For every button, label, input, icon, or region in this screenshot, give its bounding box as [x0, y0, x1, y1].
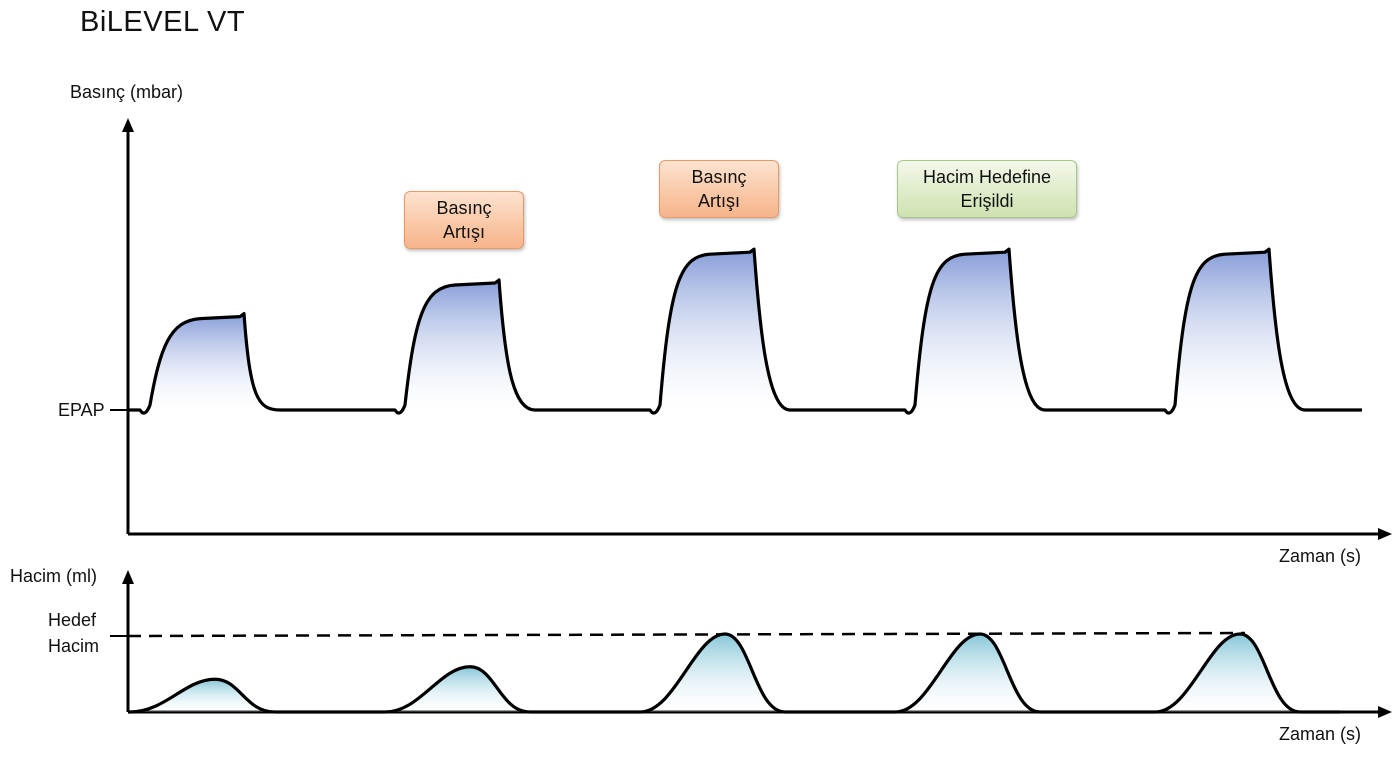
pressure-y-label: Basınç (mbar) — [70, 82, 184, 102]
volume-target-reached-box: Hacim Hedefine Erişildi — [897, 160, 1077, 218]
box-3-line-1: Hacim Hedefine — [922, 167, 1052, 187]
pressure-waveform — [128, 247, 1362, 415]
box-2-line-2: Artışı — [697, 191, 740, 211]
box-1-line-1: Basınç — [436, 198, 492, 218]
target-volume-line — [127, 631, 1246, 638]
volume-breath-fill-3 — [640, 634, 785, 712]
volume-breath-fill-4 — [895, 634, 1040, 712]
volume-y-label: Hacim (ml) — [10, 566, 97, 586]
pressure-increase-box-2: Basınç Artışı — [659, 160, 779, 218]
volume-breath-fill-2 — [385, 666, 530, 712]
volume-x-arrow — [1378, 706, 1392, 718]
volume-breath-fill-1 — [130, 679, 275, 712]
chart-title: BiLEVEL VT — [80, 6, 246, 38]
pressure-breath-fill-5 — [1175, 249, 1305, 410]
pressure-increase-box-1: Basınç Artışı — [404, 191, 524, 249]
pressure-x-arrow — [1378, 528, 1392, 540]
target-volume-label-1: Hedef — [48, 610, 97, 630]
target-volume-label-2: Hacim — [48, 636, 100, 656]
volume-breath-fill-5 — [1155, 634, 1300, 712]
box-1-line-2: Artışı — [442, 222, 485, 242]
pressure-breath-fill-1 — [150, 313, 280, 410]
epap-label: EPAP — [58, 400, 105, 420]
volume-y-arrow — [122, 570, 134, 584]
pressure-y-arrow — [122, 118, 134, 132]
box-3-line-2: Erişildi — [960, 191, 1014, 211]
pressure-breath-fill-4 — [915, 249, 1045, 410]
volume-x-label: Zaman (s) — [1279, 724, 1362, 744]
pressure-breath-fill-3 — [660, 249, 790, 410]
pressure-breath-fill-2 — [405, 280, 535, 410]
pressure-x-label: Zaman (s) — [1279, 546, 1362, 566]
volume-waveform — [128, 632, 1340, 714]
box-2-line-1: Basınç — [691, 167, 747, 187]
